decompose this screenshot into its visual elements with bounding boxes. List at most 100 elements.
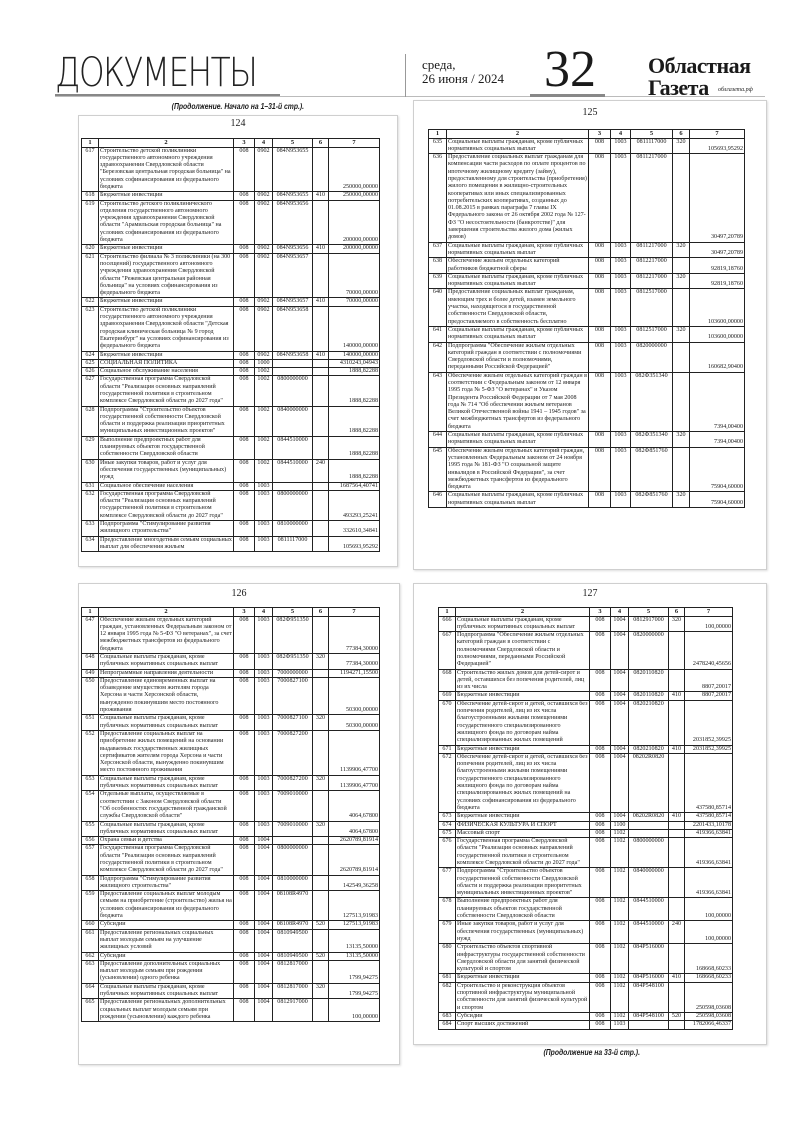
table-row: 623 Строительство детской поликлиники гос… [81,305,380,352]
section-code: 0902 [254,297,273,307]
ministry-code: 008 [589,973,611,983]
table-row: 672 Обеспечение детей-сирот и детей, оста… [438,752,733,814]
item-name: Спорт высших достижений [455,1020,590,1030]
amount: 50300,00000 [328,714,380,731]
section-code: 1004 [254,874,273,892]
ministry-code: 008 [589,943,611,975]
item-name: Бюджетные инвестиции [98,244,234,254]
expense-type-code [312,489,329,522]
section-code: 1003 [254,652,273,670]
amount: 250000,00000 [328,191,380,201]
table-row: 675 Массовый спорт 008 1102 419366,63841 [438,828,733,839]
target-article-code [272,836,313,846]
budget-table: 1 2 3 4 5 6 7 617 Строительство детской поликлин… [81,138,380,553]
item-name: Подпрограмма "Обеспечение жильем отдельн… [446,341,589,373]
continued-from-note: (Продолжение. Начало на 1–31-й стр.). [171,102,305,111]
table-row: 643 Обеспечение жильем отдельных категори… [428,371,745,433]
ministry-code: 008 [588,288,611,327]
target-article-code: 0844510000 [272,458,313,483]
ministry-code: 008 [589,981,611,1013]
target-article-code: 7009010000 [272,820,313,838]
item-name: Социальные выплаты гражданам, кроме публ… [446,325,589,343]
target-article-code: 7000827200 [272,774,313,792]
table-row: 640 Предоставление социальных выплат граж… [428,288,745,327]
expense-type-code [312,520,329,537]
target-article-code: 0812817000 [272,982,313,1000]
target-article-code: 0812217000 [630,272,673,290]
target-article-code: 7000827200 [272,729,313,776]
item-name: Выполнение предпроектных работ для плани… [455,897,590,922]
section-code: 1003 [254,676,273,716]
issue-weekday: среда, [422,57,456,72]
row-number: 631 [81,481,99,491]
row-number: 639 [428,272,447,290]
row-number: 675 [438,828,456,839]
ministry-code: 008 [233,358,255,369]
table-row: 677 Подпрограмма "Строительство объектов … [438,867,733,899]
ministry-code: 008 [589,837,611,869]
ministry-code: 008 [589,615,611,633]
row-number: 660 [81,920,99,930]
target-article-code [272,367,313,377]
doc-page-126: 126 1 2 3 4 5 6 7 647 Обеспечение жильем отдельн… [78,583,400,1065]
table-row: 618 Бюджетные инвестиции 008 0902 084N953655… [81,191,380,201]
expense-type-code [312,890,329,922]
table-row: 654 Отдельные выплаты, осуществляемые в с… [81,790,380,822]
section-code: 1003 [610,257,631,274]
amount: 437580,85714 [684,752,733,814]
ministry-code: 008 [233,890,255,922]
item-name: ФИЗИЧЕСКАЯ КУЛЬТУРА И СПОРТ [455,820,590,830]
amount: 250598,03608 [684,1011,733,1022]
expense-type-code: 240 [668,920,685,945]
row-number: 637 [428,241,447,259]
section-code: 1102 [610,837,629,869]
target-article-code: 0811117000 [272,535,313,553]
ministry-code: 008 [589,820,611,830]
section-code: 1004 [254,951,273,961]
table-row: 630 Иные закупки товаров, работ и услуг д… [81,458,380,483]
amount: 1194271,15500 [328,668,380,678]
amount: 142549,36258 [328,874,380,892]
target-article-code: 0820000000 [630,341,673,373]
target-article-code: 7000827100 [272,676,313,716]
expense-type-code: 320 [312,982,329,1000]
amount: 30497,20789 [689,241,745,259]
row-number: 670 [438,699,456,746]
target-article-code: 084P548100 [628,981,669,1013]
expense-type-code: 320 [312,774,329,792]
item-name: Бюджетные инвестиции [98,350,234,360]
section-code: 1003 [254,820,273,838]
section-code: 1002 [254,435,273,460]
ministry-code: 008 [589,812,611,822]
target-article-code: 0810949500 [272,951,313,961]
expense-type-code [312,729,329,776]
table-row: 670 Обеспечение детей-сирот и детей, оста… [438,699,733,746]
ministry-code: 008 [233,146,255,193]
expense-type-code [312,435,329,460]
amount: 92819,18760 [689,272,745,290]
expense-type-code [668,837,685,869]
target-article-code: 084N953655 [272,146,313,193]
amount: 140000,00000 [328,305,380,352]
expense-type-code: 320 [312,714,329,731]
row-number: 665 [81,998,99,1023]
item-name: Предоставление региональных социальных в… [98,928,234,953]
table-row: 639 Социальные выплаты гражданам, кроме п… [428,272,745,290]
amount: 103600,00000 [689,288,745,327]
target-article-code [272,358,313,369]
section-code: 0902 [254,305,273,352]
amount: 437580,85714 [684,812,733,822]
amount: 140000,00000 [328,350,380,360]
target-article-code: 082Ф351340 [630,371,673,433]
column-header-4: 4 [610,129,631,139]
amount: 1687564,40741 [328,481,380,491]
item-name: Подпрограмма "Стимулирование развития жи… [98,874,234,892]
target-article-code: 084P516000 [628,943,669,975]
row-number: 663 [81,959,99,984]
expense-type-code [668,820,685,830]
row-number: 652 [81,729,99,776]
column-header-2: 2 [98,607,234,617]
ministry-code: 008 [233,481,255,491]
table-row: 646 Социальные выплаты гражданам, кроме п… [428,491,745,509]
